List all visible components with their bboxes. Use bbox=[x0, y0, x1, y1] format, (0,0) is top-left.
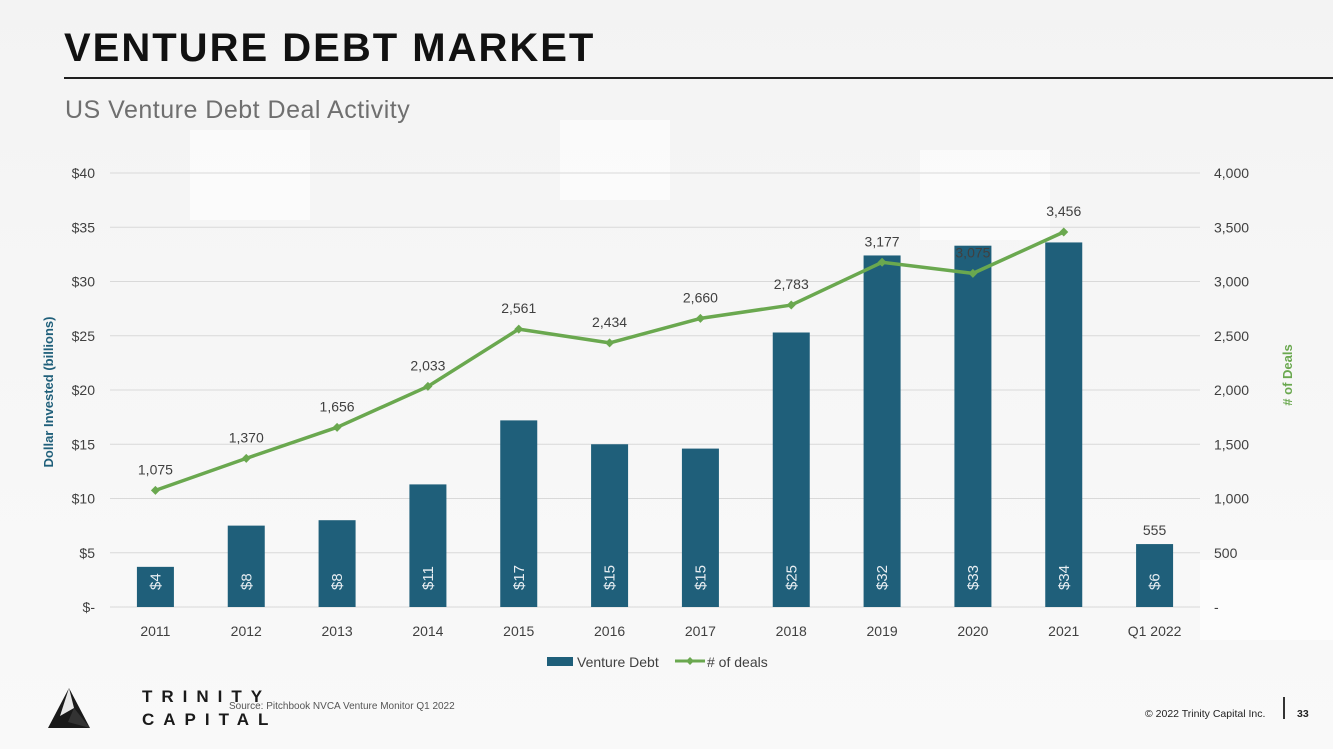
y2-tick-label: 2,500 bbox=[1214, 328, 1249, 344]
bar-value-label: $34 bbox=[1056, 565, 1073, 590]
y-tick-label: $5 bbox=[79, 545, 95, 561]
x-tick-label: 2012 bbox=[231, 623, 262, 639]
deals-point bbox=[241, 453, 251, 463]
footer-divider bbox=[1283, 697, 1285, 719]
y2-tick-label: 1,000 bbox=[1214, 491, 1249, 507]
bar-value-label: $8 bbox=[238, 573, 255, 590]
y2-tick-label: 2,000 bbox=[1214, 382, 1249, 398]
bar bbox=[954, 245, 992, 607]
y2-axis-title: # of Deals bbox=[1280, 344, 1295, 405]
deals-point bbox=[605, 338, 615, 348]
y2-tick-label: 500 bbox=[1214, 545, 1238, 561]
x-tick-label: 2013 bbox=[322, 623, 353, 639]
deals-point bbox=[1059, 227, 1069, 237]
bar-value-label: $15 bbox=[602, 565, 619, 590]
chart-legend: Venture Debt # of deals bbox=[547, 654, 768, 670]
deals-point bbox=[877, 257, 887, 267]
x-tick-label: 2016 bbox=[594, 623, 625, 639]
title-divider bbox=[64, 77, 1333, 79]
deals-point bbox=[695, 313, 705, 323]
deals-point bbox=[150, 485, 160, 495]
bar-value-label: $8 bbox=[329, 573, 346, 590]
bar-value-label: $6 bbox=[1147, 573, 1164, 590]
y2-tick-label: 1,500 bbox=[1214, 436, 1249, 452]
trinity-triangle-icon bbox=[48, 688, 90, 728]
bar-value-label: $17 bbox=[511, 565, 528, 590]
y-tick-label: $- bbox=[83, 599, 96, 615]
deals-value-label: 2,660 bbox=[683, 289, 718, 305]
deals-value-label: 2,033 bbox=[410, 357, 445, 373]
bar bbox=[409, 484, 447, 607]
bar-value-label: $11 bbox=[420, 566, 437, 590]
deals-value-label: 3,177 bbox=[865, 233, 900, 249]
legend-label-venture-debt: Venture Debt bbox=[577, 654, 659, 670]
logo-line-2: CAPITAL bbox=[142, 710, 278, 729]
deals-point bbox=[786, 300, 796, 310]
y2-tick-label: 4,000 bbox=[1214, 165, 1249, 181]
bar bbox=[318, 520, 356, 607]
x-tick-label: 2020 bbox=[957, 623, 988, 639]
bar bbox=[772, 332, 810, 607]
page-number: 33 bbox=[1297, 708, 1309, 720]
deals-value-label: 1,656 bbox=[320, 398, 355, 414]
deals-value-label: 2,434 bbox=[592, 314, 627, 330]
bar bbox=[136, 566, 174, 607]
deals-point bbox=[423, 381, 433, 391]
bar bbox=[681, 448, 719, 607]
bar bbox=[591, 444, 629, 607]
x-tick-label: 2019 bbox=[867, 623, 898, 639]
bar bbox=[500, 420, 538, 607]
bar-value-label: $33 bbox=[965, 565, 982, 590]
bar-value-label: $25 bbox=[783, 565, 800, 590]
bar bbox=[227, 525, 265, 607]
bar-value-label: $32 bbox=[874, 565, 891, 590]
y-tick-label: $15 bbox=[72, 436, 96, 452]
deals-value-label: 2,783 bbox=[774, 276, 809, 292]
y-tick-label: $35 bbox=[72, 219, 96, 235]
y2-tick-label: 3,500 bbox=[1214, 219, 1249, 235]
deals-value-label: 555 bbox=[1143, 522, 1167, 538]
deals-point bbox=[968, 268, 978, 278]
y2-tick-label: - bbox=[1214, 599, 1219, 615]
y2-tick-label: 3,000 bbox=[1214, 274, 1249, 290]
trinity-capital-logo: TRINITY CAPITAL bbox=[46, 686, 268, 732]
bar bbox=[863, 255, 901, 607]
deals-value-label: 2,561 bbox=[501, 300, 536, 316]
x-tick-label: 2017 bbox=[685, 623, 716, 639]
bar bbox=[1045, 242, 1083, 607]
y-tick-label: $10 bbox=[72, 491, 96, 507]
y-tick-label: $20 bbox=[72, 382, 96, 398]
deals-point bbox=[514, 324, 524, 334]
combo-chart: $- $5 $10 $15 $20 $25 $30 $35 $40 - 500 1,000 1,500… bbox=[41, 165, 1295, 670]
x-tick-label: 2018 bbox=[776, 623, 807, 639]
x-tick-label: 2014 bbox=[412, 623, 443, 639]
deals-point bbox=[332, 422, 342, 432]
page-title: VENTURE DEBT MARKET bbox=[64, 26, 596, 70]
legend-label-deals: # of deals bbox=[707, 654, 768, 670]
deals-value-label: 1,075 bbox=[138, 461, 173, 477]
y-tick-label: $30 bbox=[72, 274, 96, 290]
source-note: Source: Pitchbook NVCA Venture Monitor Q… bbox=[229, 701, 455, 712]
y-axis-title: Dollar Invested (billions) bbox=[41, 317, 56, 468]
x-tick-label: 2011 bbox=[140, 623, 170, 639]
copyright: © 2022 Trinity Capital Inc. bbox=[1145, 708, 1266, 720]
bar-value-label: $15 bbox=[692, 565, 709, 590]
deals-value-label: 3,456 bbox=[1046, 203, 1081, 219]
chart-subtitle: US Venture Debt Deal Activity bbox=[65, 96, 411, 124]
legend-swatch-venture-debt bbox=[547, 657, 573, 666]
bar-value-label: $4 bbox=[147, 573, 164, 590]
x-tick-label: 2015 bbox=[503, 623, 534, 639]
logo-line-1: TRINITY bbox=[142, 687, 272, 706]
x-tick-label: Q1 2022 bbox=[1128, 623, 1182, 639]
y-tick-label: $40 bbox=[72, 165, 96, 181]
deals-value-label: 3,075 bbox=[955, 244, 990, 260]
bar bbox=[1136, 544, 1174, 607]
y-tick-label: $25 bbox=[72, 328, 96, 344]
legend-swatch-deals-marker bbox=[686, 657, 694, 665]
x-tick-label: 2021 bbox=[1048, 623, 1079, 639]
deals-value-label: 1,370 bbox=[229, 429, 264, 445]
